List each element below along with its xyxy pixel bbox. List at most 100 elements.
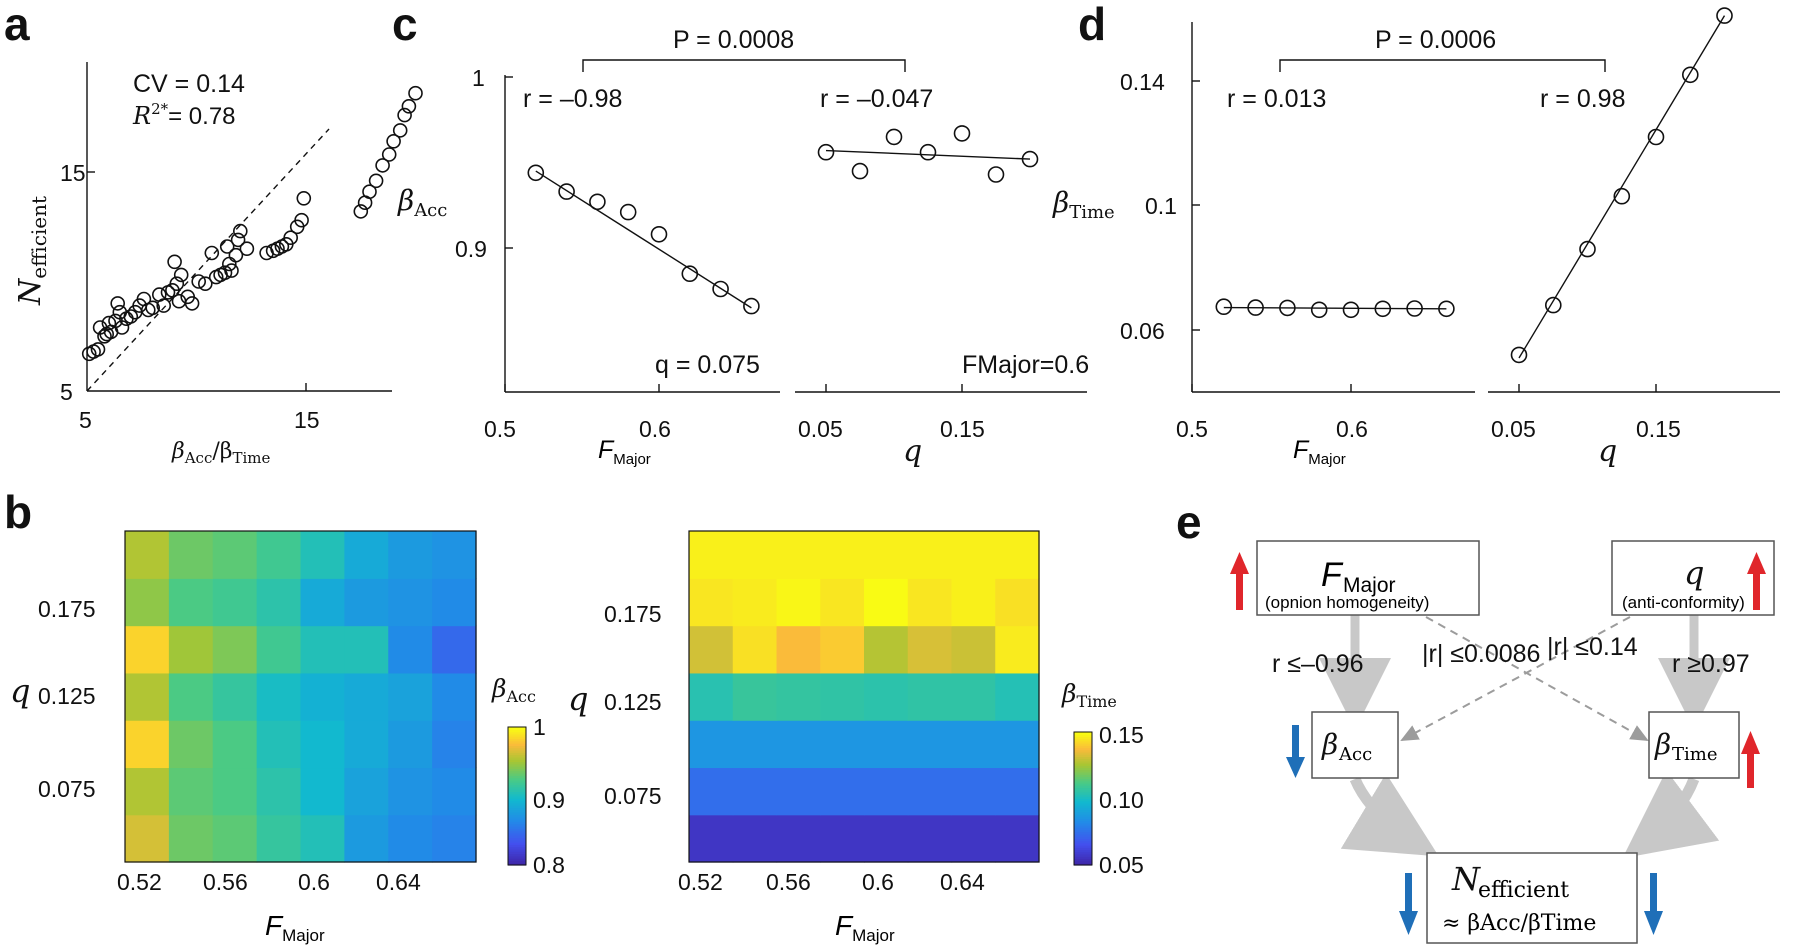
- b-right-cell: [732, 720, 778, 769]
- c-left-data-point: [589, 193, 606, 211]
- b-right-cell: [776, 578, 821, 627]
- b-right-cell: [732, 531, 778, 579]
- panel-a: 15 5 5 15 CV = 0.14 R2*= 0.78 Nefficient…: [13, 62, 423, 467]
- panel-b-left-colorbar-segment: [508, 761, 526, 765]
- panel-b-right-colorbar-segment: [1074, 820, 1092, 824]
- panel-b-left-colorbar-segment: [508, 812, 526, 815]
- b-right-cell: [864, 767, 909, 816]
- c-left-data-point: [743, 297, 760, 315]
- e-down-arrow-neff-left-icon: [1399, 873, 1418, 935]
- panel-c-right-fit-line: [825, 149, 1031, 160]
- panel-b-right-colorbar-segment: [1074, 767, 1092, 771]
- panel-b-right-colorbar-segment: [1074, 782, 1092, 786]
- panel-a-data-point: [169, 276, 185, 292]
- b-left-cell: [168, 767, 214, 816]
- b-left-cell: [388, 531, 433, 579]
- b-right-cell: [820, 578, 865, 627]
- d-right-data-point: [1510, 346, 1528, 364]
- panel-d-left-fit-line: [1223, 306, 1447, 310]
- panel-b-left-colorbar-segment: [508, 814, 526, 818]
- panel-c-p-value: P = 0.0008: [673, 26, 794, 54]
- b-left-cell: [212, 578, 258, 627]
- panel-a-data-point: [184, 296, 200, 311]
- b-left-cell: [212, 720, 258, 769]
- b-right-cell: [820, 767, 865, 816]
- panel-b-right-colorbar-segment: [1074, 818, 1092, 822]
- e-link-fmajor-btime: [1425, 616, 1649, 741]
- b-right-cell: [864, 578, 909, 627]
- panel-a-data-point: [386, 134, 401, 149]
- panel-d-right-xlabel: q: [1598, 434, 1617, 469]
- panel-a-data-point: [228, 247, 244, 263]
- b-left-cell: [125, 531, 170, 579]
- panel-a-xlabel: βAcc/βTime: [171, 439, 271, 467]
- panel-b-right-colorbar: [1073, 731, 1093, 866]
- panel-c-left-r: r = –0.98: [523, 85, 622, 113]
- panel-b-left-colorbar-segment: [508, 779, 526, 783]
- panel-d-left-r: r = 0.013: [1227, 85, 1326, 113]
- panel-b-right-colorbar-segment: [1074, 807, 1092, 811]
- panel-a-data-point: [90, 342, 106, 357]
- panel-b-right-colorbar-segment: [1074, 858, 1092, 862]
- c-left-data-point: [681, 265, 699, 283]
- b-right-cell: [689, 767, 734, 816]
- panel-b-left-heatmap: [125, 531, 477, 863]
- e-box-fmajor-subscript: Major: [1343, 574, 1396, 597]
- b-left-cell: [125, 578, 170, 627]
- d-right-data-point: [1545, 296, 1562, 314]
- panel-d-right-fit-line: [1518, 15, 1726, 359]
- panel-b-right-colorbar-segment: [1074, 747, 1092, 751]
- b-right-cell: [995, 672, 1040, 721]
- panel-b-right: 0.175 0.125 0.075 0.52 0.56 0.6 0.64 q F…: [568, 530, 1144, 945]
- b-left-cell: [432, 625, 477, 674]
- panel-b-left-colorbar-segment: [508, 752, 526, 756]
- b-right-cell: [907, 720, 953, 769]
- panel-c-right-points: [817, 125, 1039, 183]
- panel-b-left-colorbar-segment: [508, 738, 526, 742]
- panel-b-left-colorbar-segment: [508, 740, 526, 744]
- panel-b-right-colorbar-segment: [1074, 840, 1092, 844]
- e-box-bacc-subscript: Acc: [1338, 744, 1372, 765]
- b-left-cell: [432, 767, 477, 816]
- c-left-data-point: [650, 226, 668, 243]
- panel-a-data-point: [114, 320, 130, 335]
- b-right-cell: [689, 578, 734, 627]
- panel-b-right-colorbar-tick: 0.15: [1099, 722, 1144, 748]
- panel-b-left-colorbar-segment: [508, 846, 526, 850]
- panel-b-right-colorbar-segment: [1074, 800, 1092, 804]
- panel-a-data-point: [110, 296, 125, 311]
- panel-b-right-colorbar-segment: [1074, 802, 1092, 806]
- b-left-cell: [168, 531, 214, 579]
- panel-b-left-colorbar-segment: [508, 736, 526, 740]
- panel-a-ytick-label: 15: [60, 160, 86, 186]
- panel-b-right-colorbar-segment: [1074, 805, 1092, 808]
- b-right-cell: [776, 720, 821, 769]
- panel-a-xtick-label: 5: [79, 407, 92, 433]
- panel-b-left-colorbar-segment: [508, 805, 526, 809]
- e-box-btime-symbol: β: [1654, 728, 1671, 761]
- panel-b-left-colorbar-segment: [508, 793, 526, 797]
- panel-d-ytick-label: 0.06: [1120, 318, 1165, 344]
- e-box-q-desc: (anti-conformity): [1622, 593, 1745, 612]
- panel-d-ylabel: βTime: [1052, 186, 1115, 223]
- b-left-cell: [432, 531, 477, 579]
- b-left-cell: [300, 531, 345, 579]
- panel-b-right-colorbar-segment: [1074, 856, 1092, 859]
- panel-b-right-colorbar-segment: [1074, 763, 1092, 766]
- e-box-fmajor: [1256, 540, 1480, 616]
- panel-b-right-colorbar-segment: [1074, 760, 1092, 764]
- panel-b-left-colorbar-segment: [508, 860, 526, 864]
- panel-b-right-colorbar-segment: [1074, 862, 1092, 866]
- e-label-q-bacc: |r| ≤0.14: [1547, 633, 1638, 661]
- b-left-cell: [125, 672, 170, 721]
- e-box-q: [1611, 540, 1775, 616]
- b-left-cell: [300, 625, 345, 674]
- b-right-cell: [907, 625, 953, 674]
- panel-c-left-points: [527, 164, 760, 315]
- panel-a-data-point: [283, 230, 299, 245]
- d-left-data-point: [1279, 299, 1296, 317]
- panel-b-right-colorbar-segment: [1074, 838, 1092, 842]
- b-left-cell: [256, 625, 302, 674]
- panel-b-right-colorbar-segment: [1074, 796, 1092, 800]
- panel-b-right-colorbar-segment: [1074, 743, 1092, 746]
